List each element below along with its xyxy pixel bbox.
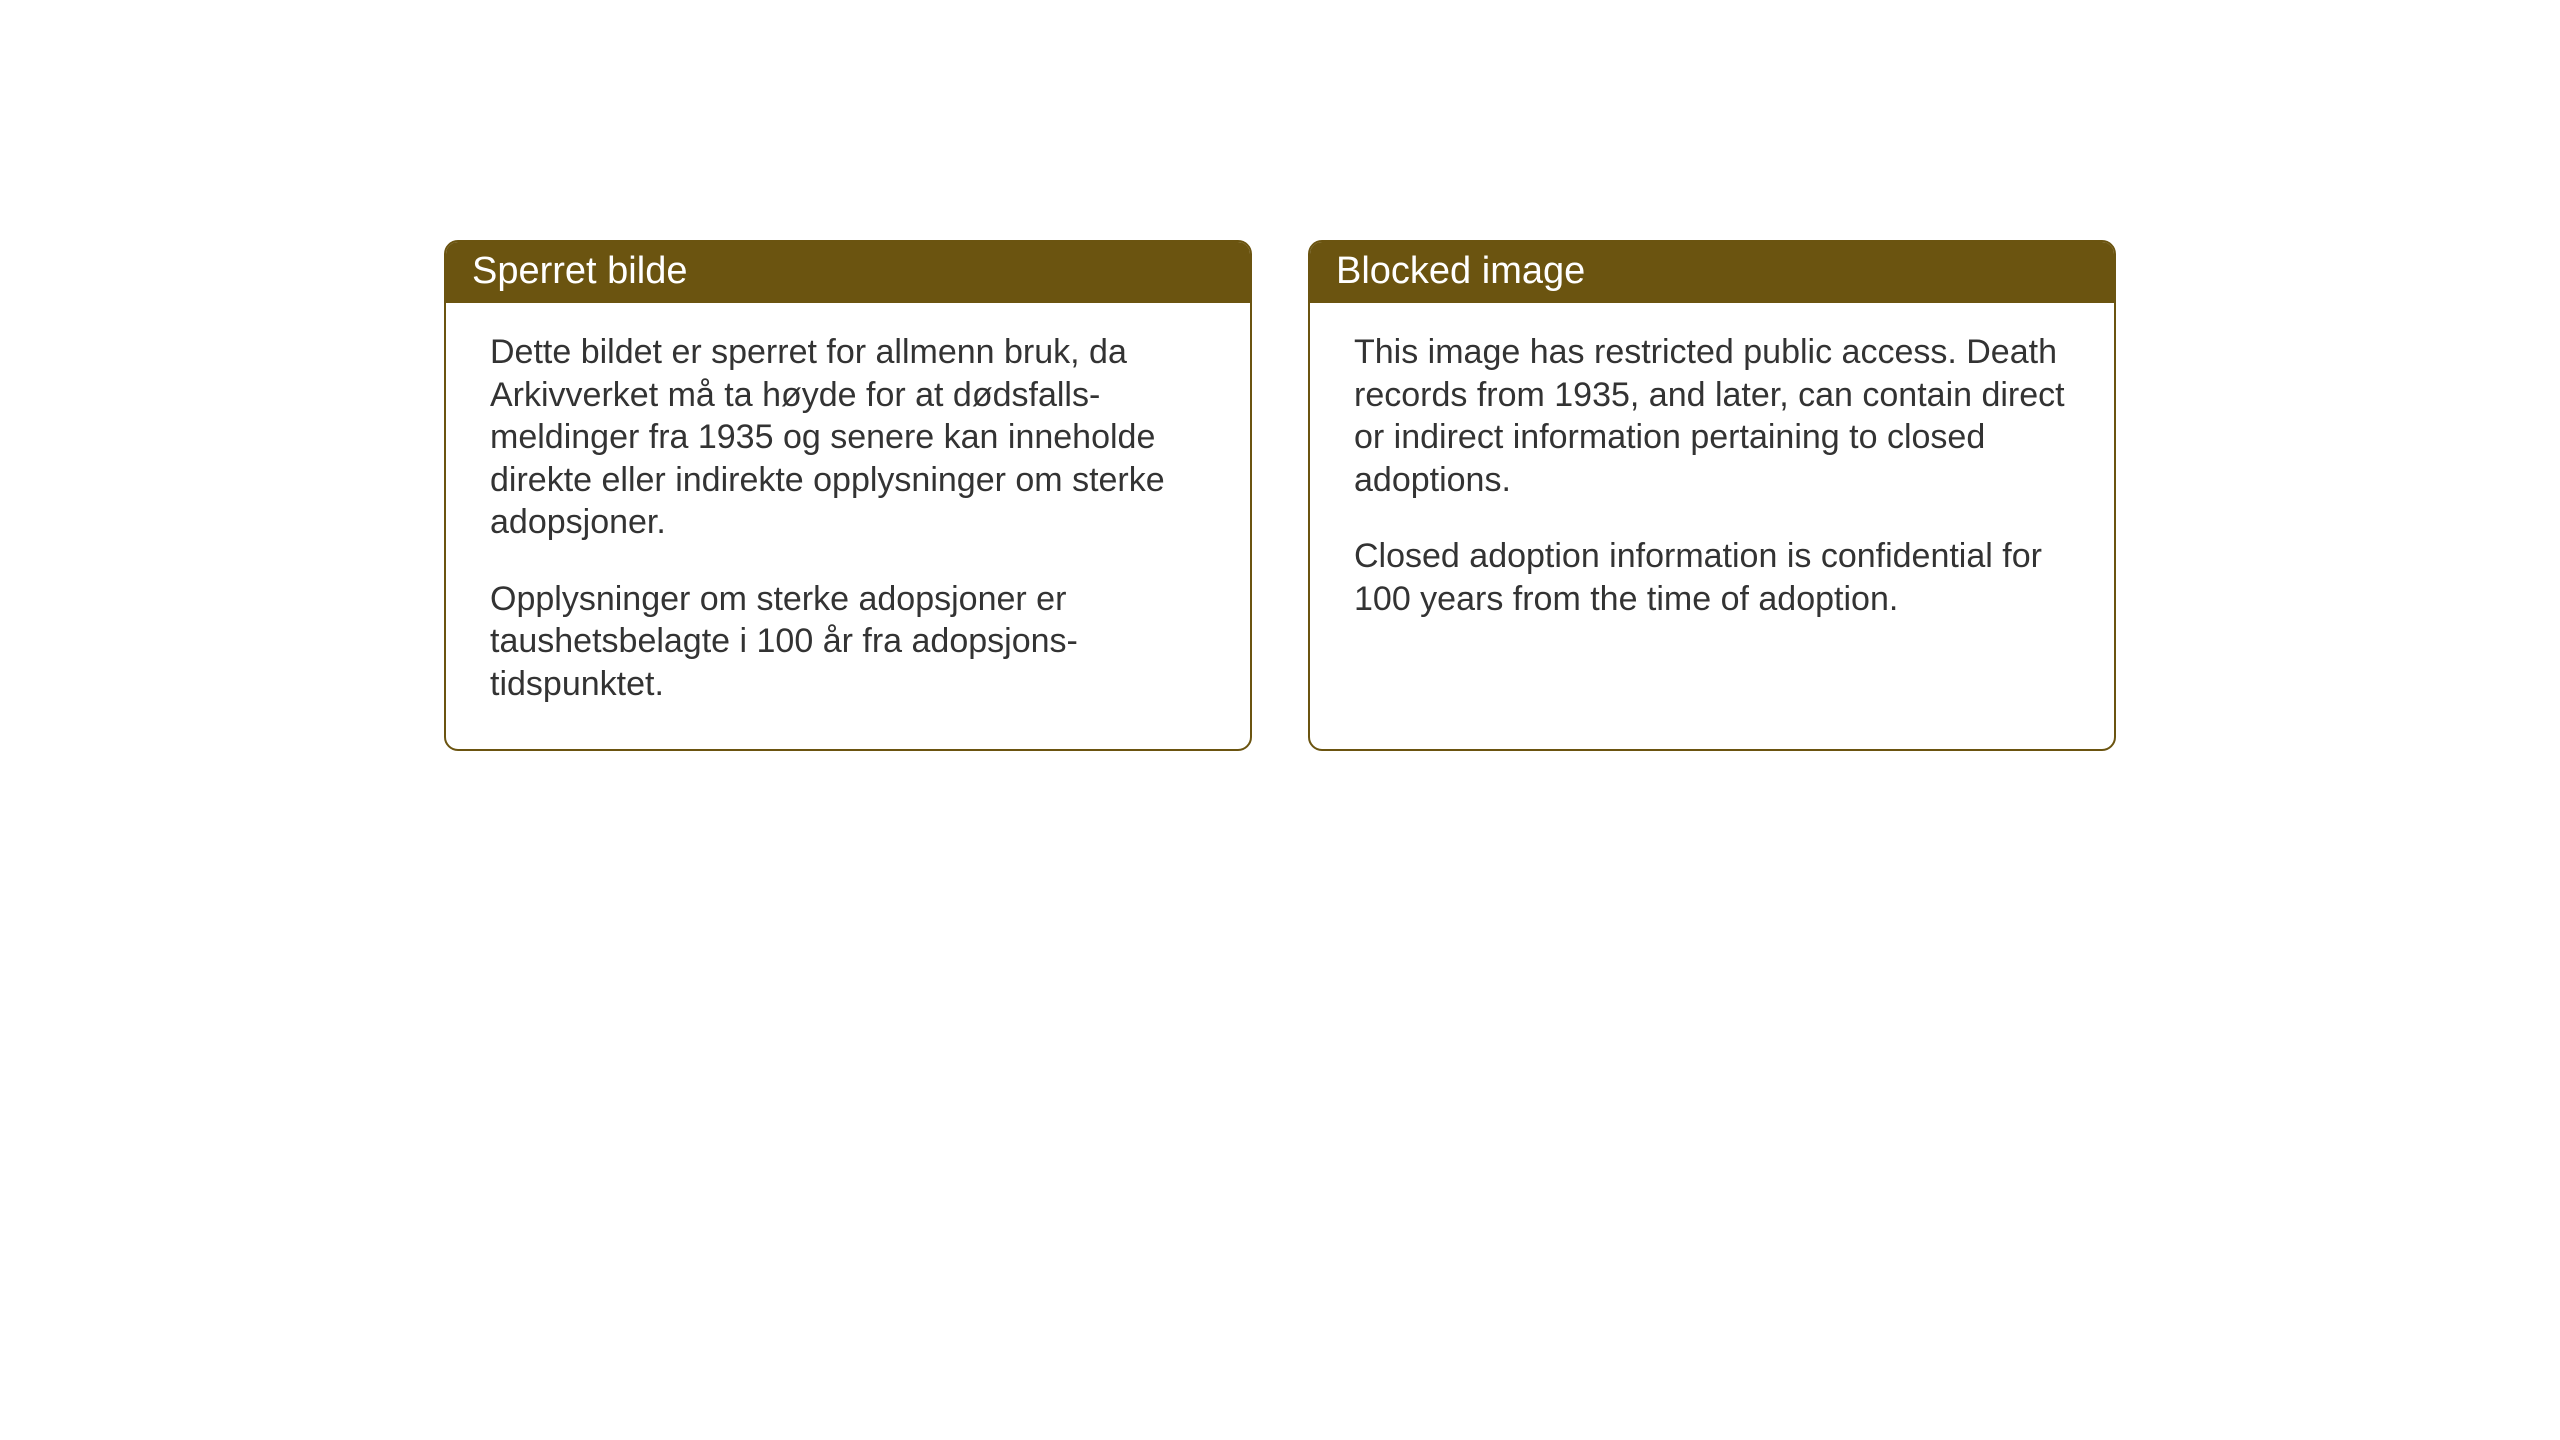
notice-body-norwegian: Dette bildet er sperret for allmenn bruk… xyxy=(446,303,1250,749)
notice-body-english: This image has restricted public access.… xyxy=(1310,303,2114,743)
notice-paragraph: This image has restricted public access.… xyxy=(1354,331,2070,501)
notice-paragraph: Dette bildet er sperret for allmenn bruk… xyxy=(490,331,1206,544)
notice-header-norwegian: Sperret bilde xyxy=(446,242,1250,303)
notice-container: Sperret bilde Dette bildet er sperret fo… xyxy=(444,240,2116,751)
notice-card-norwegian: Sperret bilde Dette bildet er sperret fo… xyxy=(444,240,1252,751)
notice-card-english: Blocked image This image has restricted … xyxy=(1308,240,2116,751)
notice-paragraph: Closed adoption information is confident… xyxy=(1354,535,2070,620)
notice-paragraph: Opplysninger om sterke adopsjoner er tau… xyxy=(490,578,1206,706)
notice-header-english: Blocked image xyxy=(1310,242,2114,303)
